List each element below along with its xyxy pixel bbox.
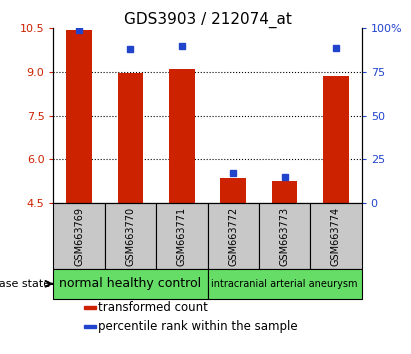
Text: disease state: disease state xyxy=(0,279,50,289)
Title: GDS3903 / 212074_at: GDS3903 / 212074_at xyxy=(124,12,291,28)
Text: GSM663774: GSM663774 xyxy=(331,206,341,266)
Bar xyxy=(323,75,349,203)
Bar xyxy=(272,181,298,203)
Text: GSM663772: GSM663772 xyxy=(228,206,238,266)
Bar xyxy=(53,269,208,299)
Bar xyxy=(66,30,92,203)
Bar xyxy=(310,203,362,269)
Bar xyxy=(259,203,310,269)
Text: GSM663771: GSM663771 xyxy=(177,206,187,266)
Bar xyxy=(220,178,246,203)
Bar xyxy=(118,73,143,203)
Bar xyxy=(156,203,208,269)
Bar xyxy=(169,69,195,203)
Text: intracranial arterial aneurysm: intracranial arterial aneurysm xyxy=(211,279,358,289)
Text: transformed count: transformed count xyxy=(98,301,208,314)
Text: GSM663770: GSM663770 xyxy=(125,206,136,266)
Bar xyxy=(105,203,156,269)
Text: percentile rank within the sample: percentile rank within the sample xyxy=(98,320,298,333)
Bar xyxy=(208,269,362,299)
Bar xyxy=(208,203,259,269)
Bar xyxy=(53,203,105,269)
Text: normal healthy control: normal healthy control xyxy=(60,277,201,290)
Text: GSM663769: GSM663769 xyxy=(74,206,84,266)
Bar xyxy=(84,307,96,309)
Text: GSM663773: GSM663773 xyxy=(279,206,290,266)
Bar xyxy=(84,325,96,328)
